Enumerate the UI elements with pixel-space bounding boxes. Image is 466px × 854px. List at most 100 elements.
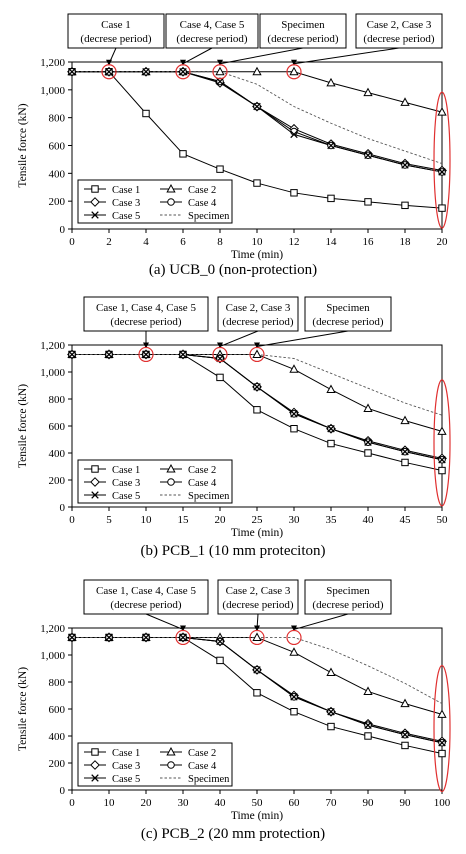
y-tick-label: 0 — [60, 785, 66, 797]
legend-label: Case 4 — [188, 478, 217, 489]
series-markers-case-1 — [68, 350, 446, 475]
arrow-head — [291, 59, 297, 66]
data-point — [400, 97, 410, 106]
annotation-label: (decrese period) — [267, 33, 338, 45]
data-point — [364, 449, 372, 457]
annotation-label: (decrese period) — [80, 33, 151, 45]
data-point — [142, 67, 150, 76]
y-axis-label: Tensile force (kN) — [17, 384, 29, 468]
y-tick-label: 200 — [49, 758, 66, 770]
x-axis-label: Time (min) — [231, 249, 283, 261]
arrow-head — [254, 625, 260, 632]
annotation-box — [259, 13, 347, 49]
annotation-label: Case 1 — [101, 19, 131, 31]
data-point — [438, 168, 446, 176]
arrow-head — [217, 59, 223, 66]
data-point — [216, 373, 224, 382]
y-tick-label: 1,200 — [40, 340, 65, 352]
x-axis-label: Time (min) — [231, 527, 283, 539]
x-tick-label: 2 — [106, 236, 112, 248]
legend-label: Case 4 — [188, 761, 217, 772]
annotation-box — [217, 579, 299, 615]
end-highlight-ellipse — [433, 91, 451, 229]
data-point — [216, 165, 224, 173]
legend-label: Case 1 — [112, 465, 140, 476]
annotation-box — [304, 579, 392, 615]
data-point — [437, 709, 447, 718]
annotation-label: (decrese period) — [110, 316, 181, 328]
series-line-case-2 — [72, 353, 443, 432]
annotation-box — [355, 13, 443, 49]
x-tick-label: 10 — [141, 514, 153, 526]
annotation-label: (decrese period) — [312, 599, 383, 611]
data-point — [179, 67, 187, 76]
arrow-head — [180, 59, 186, 66]
annotation-label: Specimen — [326, 585, 370, 597]
data-point — [290, 425, 298, 433]
data-point — [400, 415, 410, 425]
x-tick-label: 0 — [69, 797, 75, 809]
legend-marker — [91, 465, 99, 473]
legend-label: Case 1 — [112, 185, 140, 196]
data-point — [68, 350, 76, 359]
y-tick-label: 800 — [49, 677, 66, 689]
x-tick-label: 20 — [215, 514, 227, 526]
data-point — [253, 383, 261, 391]
y-tick-label: 600 — [49, 141, 66, 153]
highlight-circle — [286, 64, 302, 80]
legend-label: Case 3 — [112, 761, 140, 772]
arrow-head — [291, 625, 297, 632]
annotation-label: (decrese period) — [110, 599, 181, 611]
series-markers-case-5 — [68, 67, 446, 176]
data-point — [289, 364, 299, 373]
data-point — [290, 410, 298, 418]
legend-label: Case 1 — [112, 748, 140, 759]
data-point — [290, 708, 298, 716]
data-point — [216, 77, 224, 86]
x-tick-label: 15 — [178, 514, 190, 526]
data-point — [364, 721, 372, 729]
annotation-box — [165, 13, 259, 49]
legend-label: Case 5 — [112, 774, 140, 785]
series-line-case-4 — [72, 71, 443, 173]
data-point — [364, 198, 372, 206]
data-point — [438, 204, 446, 212]
data-point — [142, 350, 150, 359]
annotation-arrow — [256, 330, 349, 347]
highlight-circle — [138, 346, 154, 363]
legend-label: Specimen — [188, 211, 230, 222]
data-point — [179, 350, 187, 359]
y-tick-label: 600 — [49, 421, 66, 433]
end-highlight-ellipse — [433, 664, 451, 793]
y-tick-label: 1,000 — [40, 367, 65, 379]
x-tick-label: 5 — [106, 514, 112, 526]
annotation-label: (decrese period) — [363, 33, 434, 45]
arrow-head — [254, 342, 260, 349]
x-tick-label: 14 — [326, 236, 338, 248]
legend-marker — [91, 774, 99, 782]
y-tick-label: 0 — [60, 502, 66, 514]
legend-label: Specimen — [188, 774, 230, 785]
data-point — [364, 151, 372, 160]
data-point — [364, 732, 372, 740]
y-tick-label: 200 — [49, 196, 66, 208]
legend-marker — [90, 197, 100, 207]
data-point — [327, 722, 335, 731]
x-tick-label: 50 — [437, 514, 449, 526]
data-point — [290, 693, 298, 701]
y-tick-label: 1,000 — [40, 85, 65, 97]
data-point — [326, 77, 336, 87]
data-point — [215, 66, 225, 76]
chart-b-caption: (b) PCB_1 (10 mm proteciton) — [140, 543, 326, 559]
data-point — [438, 749, 446, 758]
annotation-box — [83, 579, 209, 615]
legend-label: Case 3 — [112, 198, 140, 209]
legend-label: Case 3 — [112, 478, 140, 489]
legend-label: Case 2 — [188, 465, 216, 476]
y-tick-label: 600 — [49, 704, 66, 716]
x-tick-label: 40 — [215, 797, 227, 809]
chart-c-svg: 0 200 400 600 800 1,000 1,200 0 10 20 30 40 50 60 70 90… — [17, 579, 451, 822]
arrow-head — [217, 342, 223, 349]
data-point — [364, 438, 372, 446]
data-point — [105, 350, 113, 359]
